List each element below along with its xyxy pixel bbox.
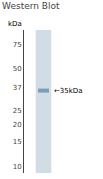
svg-text:←35kDa: ←35kDa — [54, 87, 83, 95]
svg-text:25: 25 — [13, 107, 22, 115]
svg-text:10: 10 — [13, 163, 22, 171]
svg-text:50: 50 — [13, 65, 22, 73]
svg-text:kDa: kDa — [8, 20, 22, 28]
svg-text:20: 20 — [13, 121, 22, 129]
svg-text:Western Blot: Western Blot — [2, 1, 60, 11]
svg-text:75: 75 — [13, 41, 22, 49]
svg-text:15: 15 — [13, 138, 22, 146]
svg-text:37: 37 — [13, 84, 22, 92]
